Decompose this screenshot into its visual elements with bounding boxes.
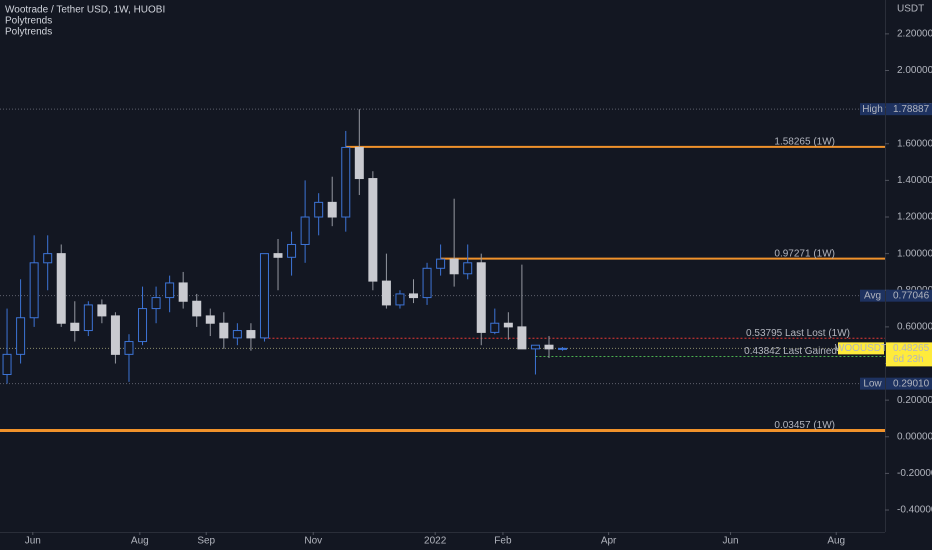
candle-body: [259, 253, 269, 339]
candle-body: [192, 300, 202, 317]
candle-body: [287, 243, 297, 258]
y-tick-label: 1.60000: [897, 138, 932, 149]
symbol: WOOUSDT: [835, 343, 887, 354]
y-tick-label: -0.40000: [897, 505, 932, 516]
candle-body: [219, 322, 229, 339]
candle-body: [409, 293, 419, 299]
stat-name-box: [860, 377, 885, 390]
candle-body: [517, 326, 527, 350]
level-label: 0.97271 (1W): [774, 248, 835, 259]
candle-body: [341, 146, 351, 218]
chart-title: Wootrade / Tether USD, 1W, HUOBI: [5, 5, 165, 16]
x-tick-label: Apr: [601, 536, 617, 547]
stat-name: Low: [863, 378, 882, 389]
level-label: 0.53795 Last Lost (1W): [746, 328, 850, 339]
stat-value-box: [886, 377, 932, 390]
candle-body: [29, 262, 39, 319]
candle-body: [43, 253, 53, 264]
y-tick-label: 2.20000: [897, 29, 932, 40]
stat-name-box: [860, 103, 885, 116]
candle-body: [368, 178, 378, 282]
y-tick-label: 1.00000: [897, 248, 932, 259]
indicator-name: Polytrends: [5, 27, 52, 38]
x-tick-label: Jun: [722, 536, 738, 547]
candle-body: [151, 297, 161, 310]
candle-body: [273, 253, 283, 258]
stat-value: 1.78887: [893, 104, 930, 115]
indicator-name: Polytrends: [5, 16, 52, 27]
level-label: 0.43842 Last Gained: [744, 346, 837, 357]
x-tick-label: Aug: [827, 536, 845, 547]
candle-body: [205, 315, 215, 324]
stat-name: High: [862, 104, 883, 115]
candle-body: [422, 267, 432, 299]
x-tick-label: Aug: [131, 536, 149, 547]
candle-body: [558, 347, 568, 350]
x-tick-label: Sep: [197, 536, 215, 547]
candle-body: [110, 315, 120, 355]
stat-value: 0.29010: [893, 378, 930, 389]
candle-body: [449, 258, 459, 275]
candle-body: [354, 146, 364, 180]
candle-body: [395, 293, 405, 306]
candle-body: [503, 322, 513, 328]
candle-body: [476, 262, 486, 333]
candle-body: [138, 308, 148, 343]
candle-body: [16, 317, 26, 355]
candle-body: [97, 304, 107, 317]
candle-body: [56, 253, 66, 324]
stat-name: Avg: [864, 290, 881, 301]
candle-body: [530, 344, 540, 350]
stat-value-box: [886, 289, 932, 302]
y-tick-label: 1.20000: [897, 212, 932, 223]
candle-body: [232, 330, 242, 339]
x-tick-label: Nov: [304, 536, 322, 547]
symbol-box: [838, 342, 884, 355]
y-tick-label: 0.60000: [897, 322, 932, 333]
candle-body: [165, 282, 175, 299]
stat-value-box: [886, 103, 932, 116]
y-tick-label: 0.00000: [897, 431, 932, 442]
candle-body: [124, 341, 134, 355]
y-tick-label: 0.20000: [897, 395, 932, 406]
candle-body: [246, 330, 256, 339]
candle-body: [490, 322, 500, 333]
stat-name-box: [860, 289, 885, 302]
countdown: 6d 23h: [893, 354, 924, 365]
price-box: [886, 342, 932, 367]
candle-body: [463, 262, 473, 275]
y-tick-label: -0.20000: [897, 468, 932, 479]
currency: USDT: [897, 4, 924, 15]
candle-body: [83, 304, 93, 332]
candle-body: [300, 216, 310, 245]
candle-body: [381, 280, 391, 306]
x-tick-label: 2022: [424, 536, 447, 547]
candle-body: [327, 201, 337, 218]
y-tick-label: 1.40000: [897, 175, 932, 186]
candle-body: [2, 353, 12, 376]
candle-body: [70, 322, 80, 332]
stat-value: 0.77046: [893, 290, 930, 301]
level-label: 1.58265 (1W): [774, 137, 835, 148]
candle-body: [314, 201, 324, 218]
x-tick-label: Feb: [494, 536, 512, 547]
y-tick-label: 2.00000: [897, 65, 932, 76]
candle-body: [178, 282, 188, 302]
x-tick-label: Jun: [25, 536, 41, 547]
candle-body: [436, 258, 446, 269]
candle-body: [544, 344, 554, 350]
level-label: 0.03457 (1W): [774, 420, 835, 431]
price-value: 0.48265: [893, 343, 930, 354]
